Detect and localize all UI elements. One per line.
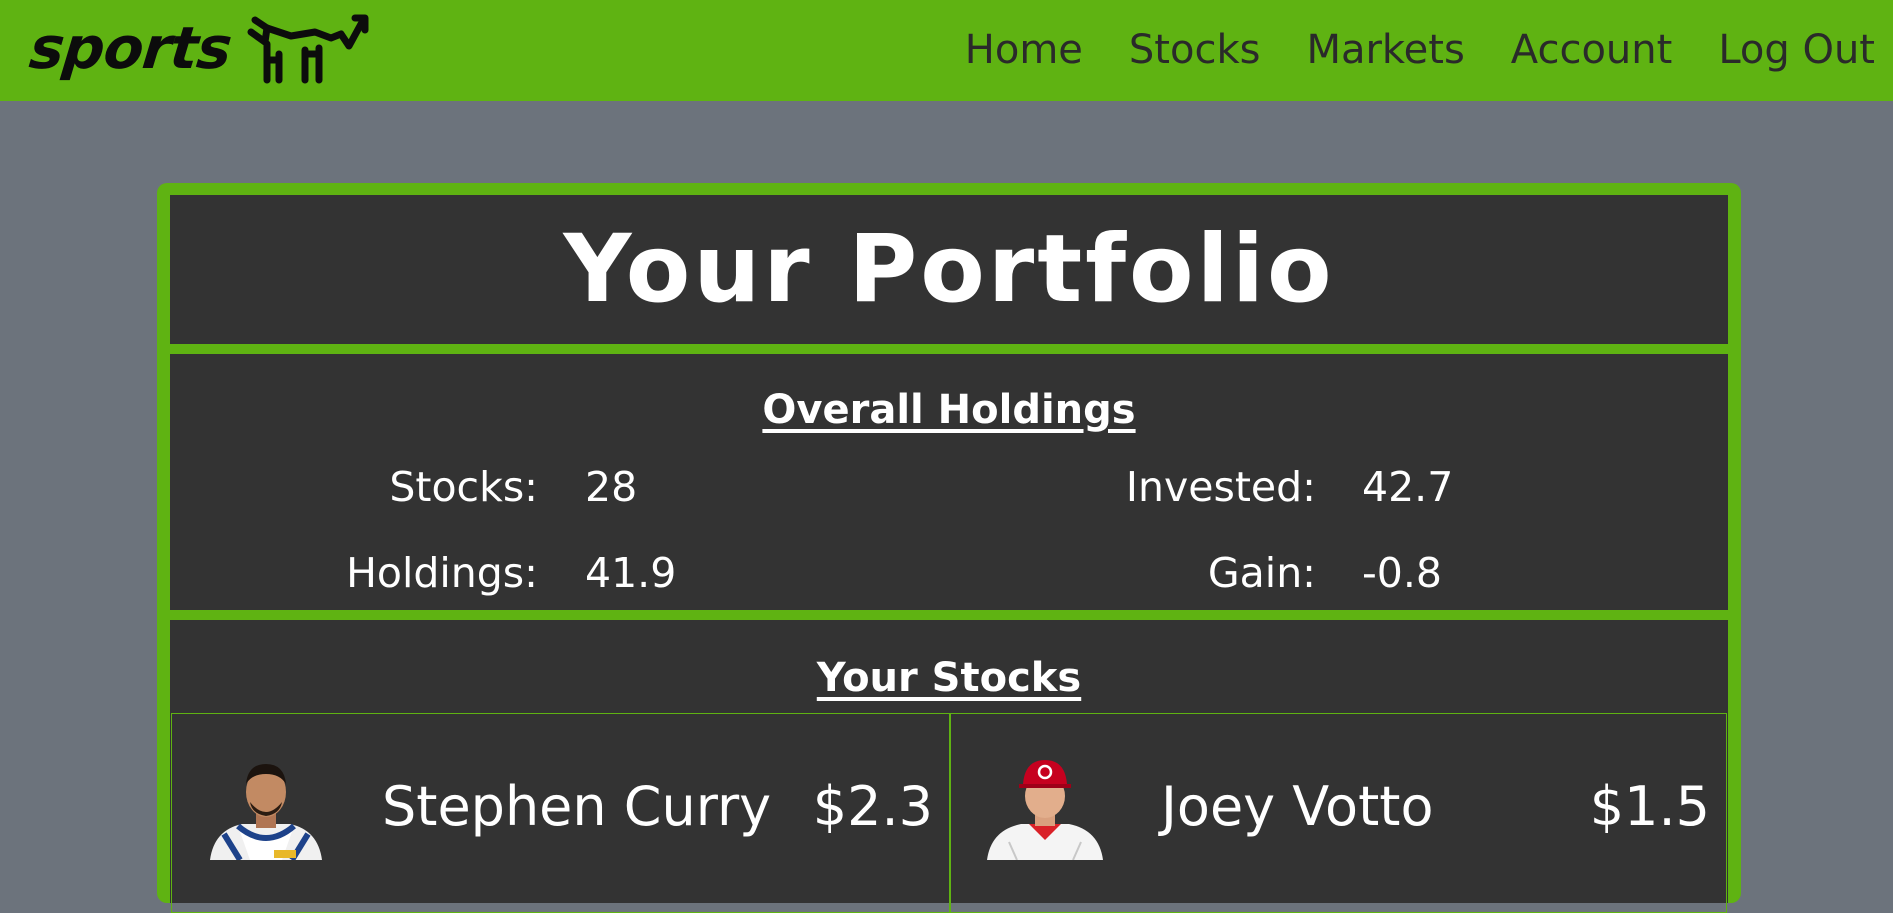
nav-account[interactable]: Account	[1510, 27, 1673, 73]
portfolio-panel-inner: Your Portfolio Overall Holdings Stocks: …	[170, 195, 1728, 913]
overall-holdings-heading: Overall Holdings	[762, 387, 1136, 433]
stocks-count-label: Stocks:	[389, 463, 538, 511]
brand-logo[interactable]: sports	[26, 8, 371, 88]
your-stocks-heading: Your Stocks	[816, 655, 1082, 701]
nav-logout[interactable]: Log Out	[1718, 27, 1875, 73]
basketball-player-photo	[210, 764, 322, 860]
portfolio-panel: Your Portfolio Overall Holdings Stocks: …	[157, 183, 1741, 913]
nav-markets[interactable]: Markets	[1306, 27, 1465, 73]
stock-name: Joey Votto	[1161, 775, 1434, 838]
stock-card-curry[interactable]: Stephen Curry $2.3	[171, 713, 950, 913]
stock-name: Stephen Curry	[382, 775, 772, 838]
brand-name: sports	[26, 14, 235, 82]
stock-price: $1.5	[1589, 775, 1710, 838]
divider	[170, 610, 1728, 620]
invested-label: Invested:	[1125, 463, 1316, 511]
page-title: Your Portfolio	[563, 214, 1335, 324]
nav-stocks[interactable]: Stocks	[1128, 27, 1261, 73]
nav-links: Home Stocks Markets Account Log Out	[965, 22, 1875, 78]
baseball-player-photo	[987, 760, 1103, 860]
holdings-label: Holdings:	[346, 549, 538, 597]
holdings-value: 41.9	[585, 549, 677, 597]
nav-home[interactable]: Home	[964, 27, 1083, 73]
invested-value: 42.7	[1362, 463, 1454, 511]
gain-label: Gain:	[1207, 549, 1316, 597]
stock-card-votto[interactable]: Joey Votto $1.5	[950, 713, 1727, 913]
title-section: Your Portfolio	[170, 195, 1728, 344]
navbar: sports Home Stocks Markets Account Log O…	[0, 0, 1893, 101]
divider	[170, 344, 1728, 354]
stock-price: $2.3	[812, 775, 933, 838]
bull-icon	[247, 14, 369, 84]
stocks-count-value: 28	[585, 463, 638, 511]
gain-value: -0.8	[1362, 549, 1442, 597]
